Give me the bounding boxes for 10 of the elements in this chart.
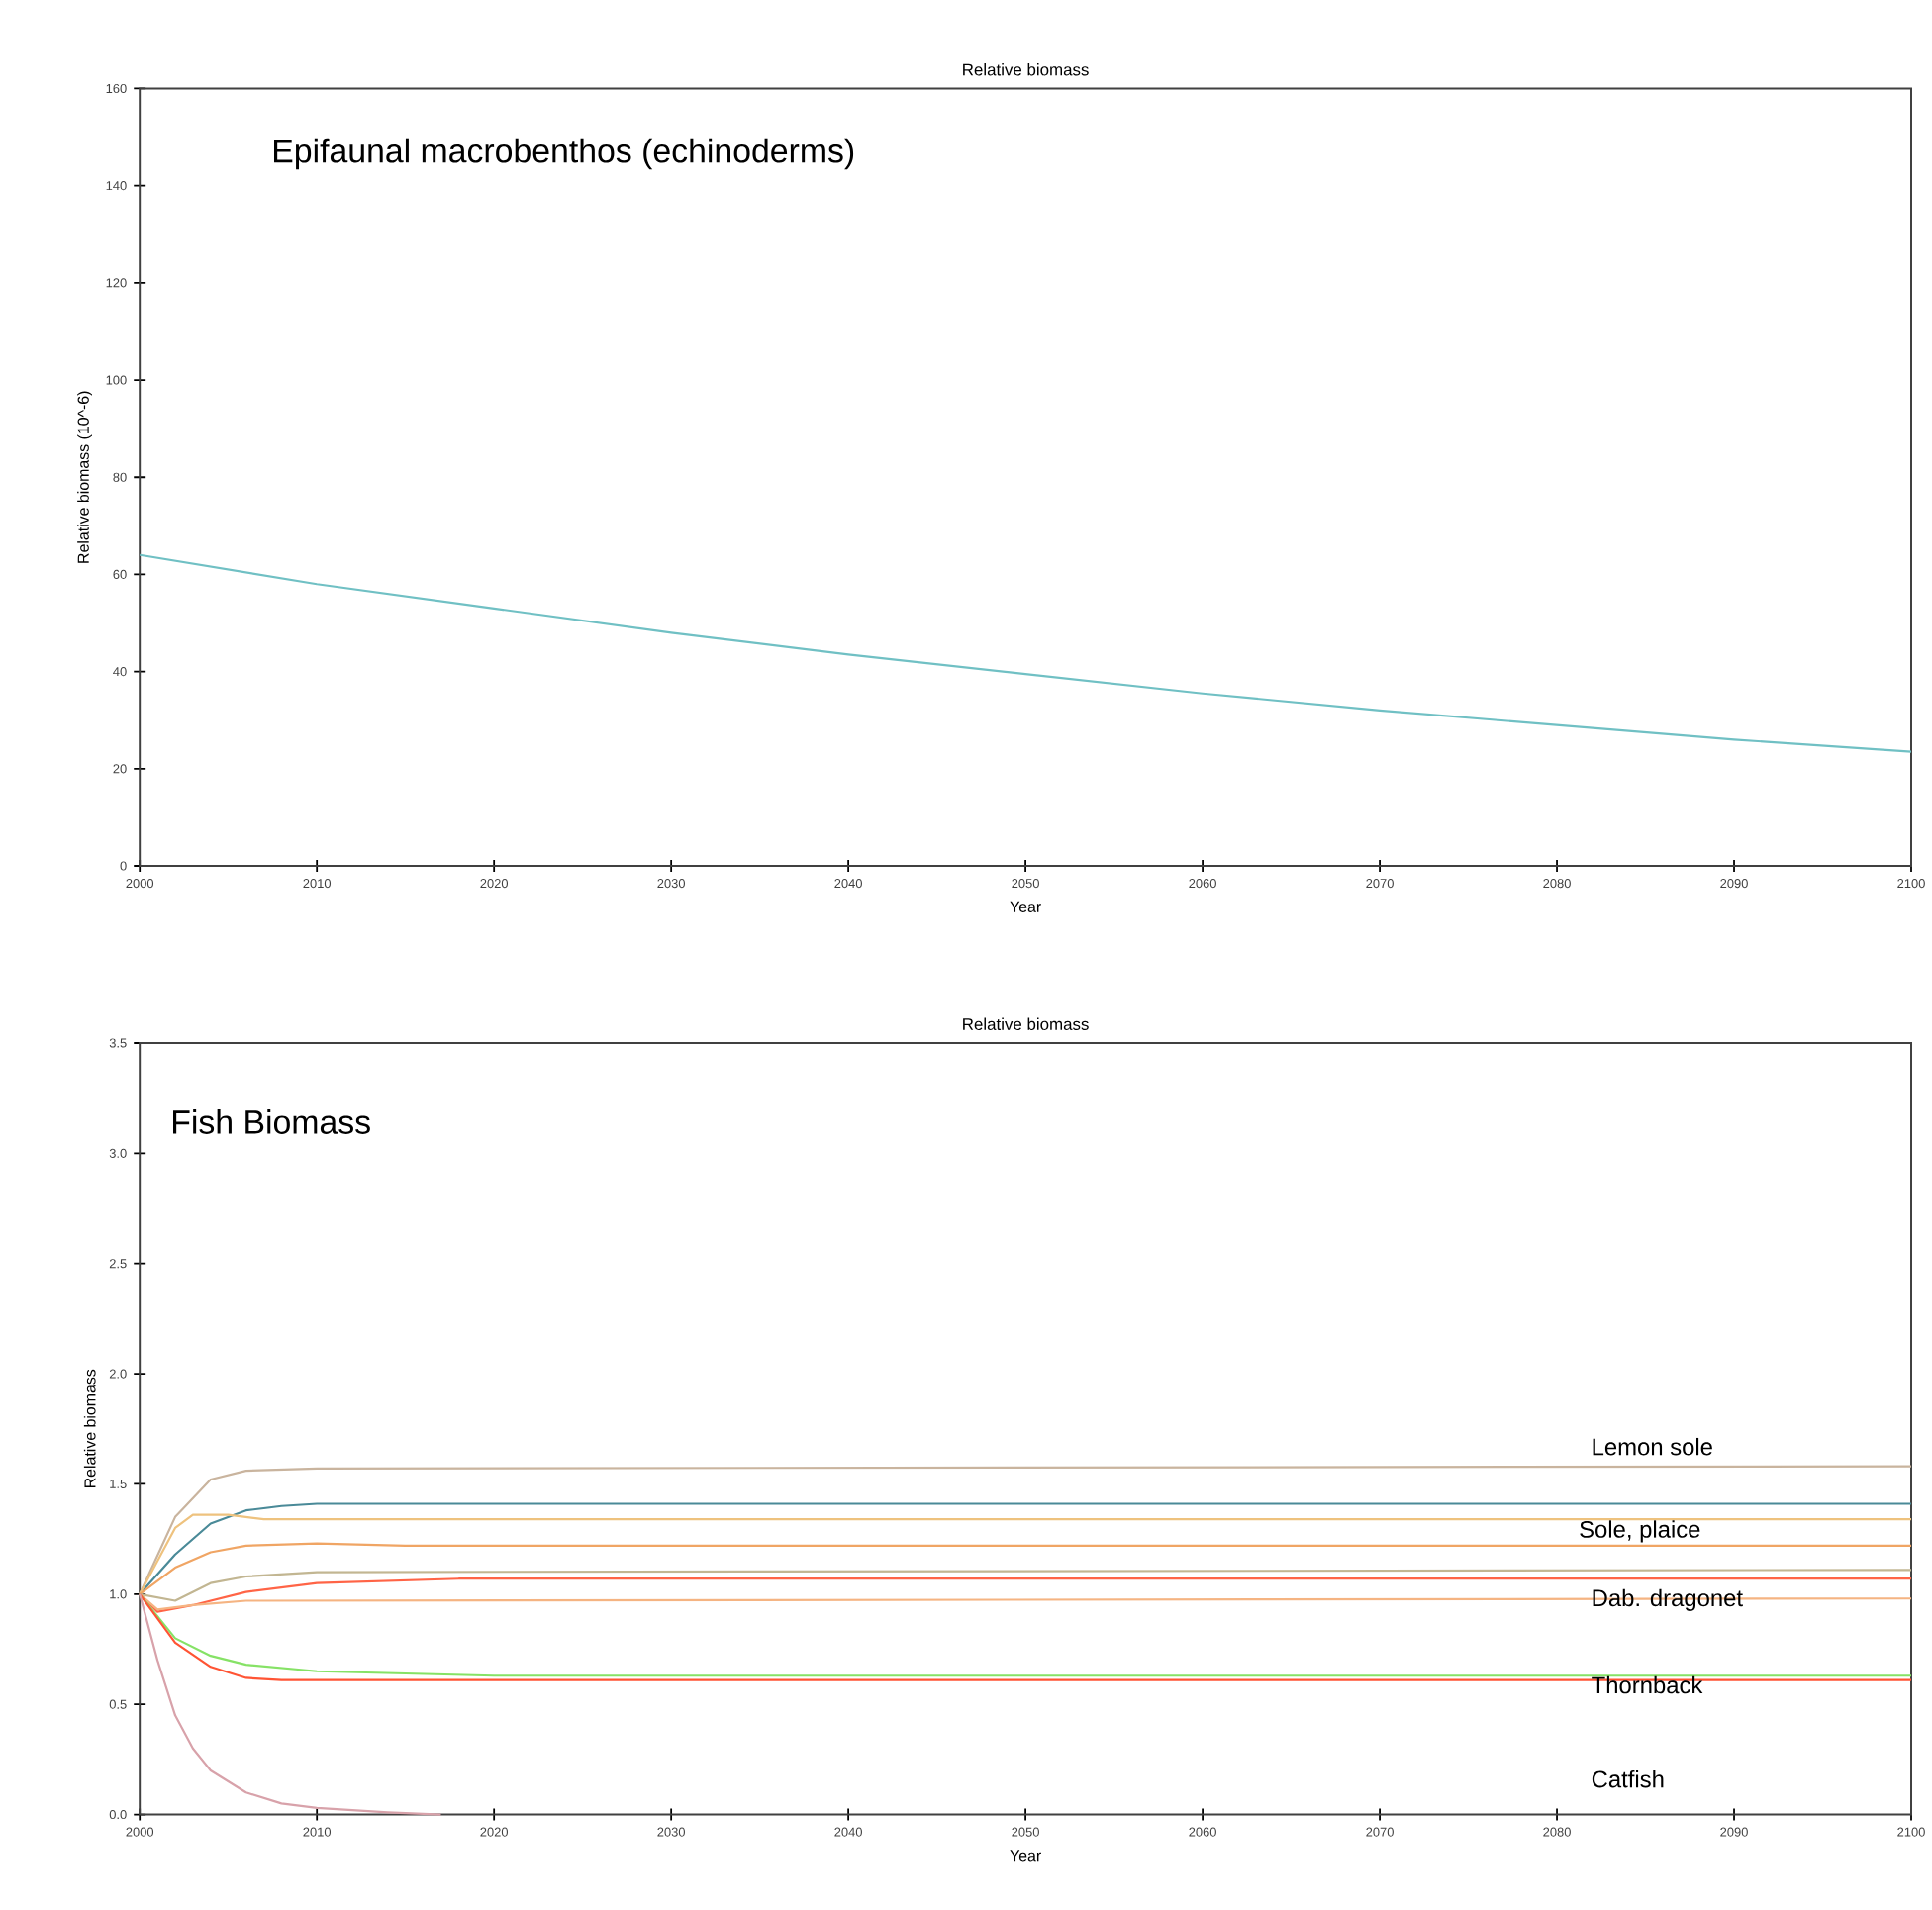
line-series xyxy=(139,1593,442,1817)
annotation: Catfish xyxy=(1592,1770,1664,1788)
annotation: Sole, plaice xyxy=(1580,1520,1700,1544)
annotation: Lemon sole xyxy=(1593,1438,1712,1456)
annotation: Dab. dragonet xyxy=(1593,1589,1743,1612)
chart-title: Relative biomass xyxy=(963,1018,1089,1031)
chart-title: Relative biomass xyxy=(963,63,1089,76)
annotation: Epifaunal macrobenthos (echinoderms) xyxy=(274,139,854,170)
annotation: Fish Biomass xyxy=(173,1109,370,1135)
annotation: Thornback xyxy=(1592,1676,1703,1694)
